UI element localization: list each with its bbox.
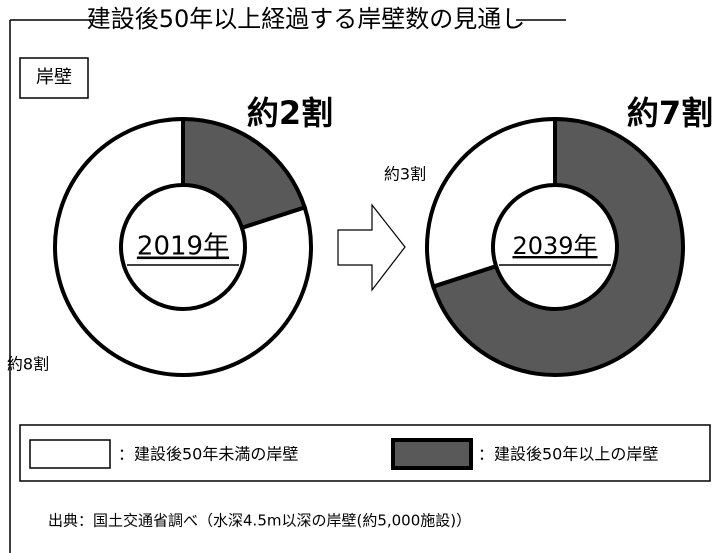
value-label: 約2割 [247, 94, 333, 132]
legend-label: ：建設後50年未満の岸壁 [118, 445, 298, 464]
legend-box [19, 424, 711, 482]
title: 建設後50年以上経過する岸壁数の見通し [87, 5, 526, 33]
slice [53, 116, 313, 377]
slice [425, 116, 557, 290]
center-label: 2019年 [137, 232, 229, 262]
slice [181, 116, 308, 231]
center-label: 2039年 [512, 232, 597, 260]
legend-swatch [391, 438, 473, 470]
source: 出典：国土交通省調べ（水深4.5m以深の岸壁(約5,000施設)） [48, 512, 471, 530]
legend-label: ：建設後50年以上の岸壁 [478, 445, 658, 464]
box-label: 岸壁 [36, 67, 72, 88]
slice [430, 116, 685, 377]
value-label: 約7割 [627, 94, 713, 132]
arrow [337, 203, 406, 292]
legend-swatch [29, 439, 111, 469]
value-label: 約8割 [7, 355, 49, 374]
box [19, 57, 89, 99]
value-label: 約3割 [384, 165, 426, 184]
